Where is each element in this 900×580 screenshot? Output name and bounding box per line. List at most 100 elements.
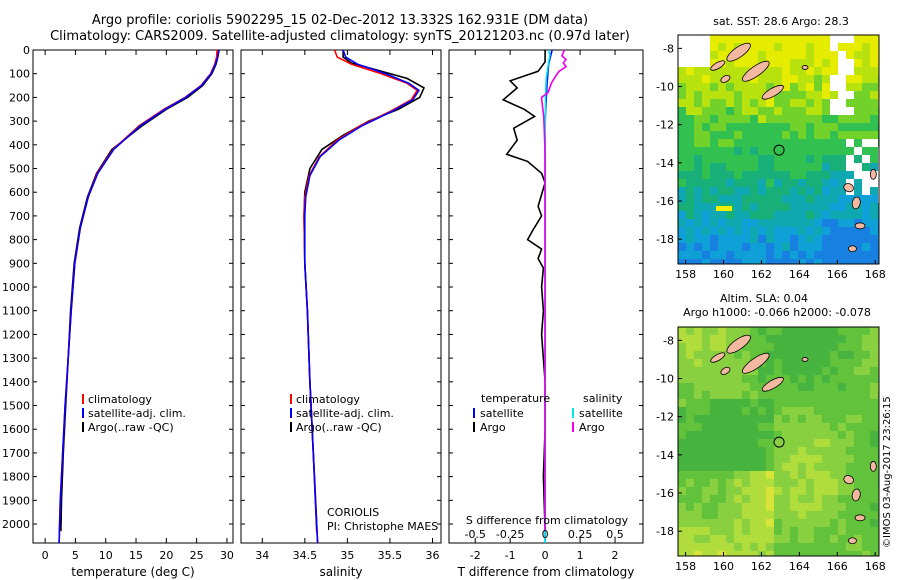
sla-cell xyxy=(742,551,751,556)
sst-cell xyxy=(822,195,831,204)
sst-cell xyxy=(838,99,847,108)
sst-cell xyxy=(718,211,727,220)
sla-cell xyxy=(774,495,783,504)
sla-cell xyxy=(790,415,799,424)
sla-cell xyxy=(814,479,823,488)
sla-cell xyxy=(694,399,703,408)
sla-cell xyxy=(678,535,687,544)
sla-cell xyxy=(766,343,775,352)
sst-cell xyxy=(846,107,855,116)
sst-cell xyxy=(718,219,727,228)
sst-cell xyxy=(822,35,831,44)
sst-cell xyxy=(734,123,743,132)
sst-cell xyxy=(734,107,743,116)
sla-cell xyxy=(798,351,807,360)
sst-island xyxy=(851,196,861,210)
sla-cell xyxy=(702,359,711,368)
imos-credit: ©IMOS 03-Aug-2017 23:26:15 xyxy=(882,396,893,548)
sla-cell xyxy=(862,519,871,528)
sst-cell xyxy=(718,51,727,60)
sst-cell xyxy=(758,219,767,228)
sla-cell xyxy=(790,495,799,504)
sla-cell xyxy=(790,439,799,448)
sla-cell xyxy=(790,487,799,496)
sst-cell xyxy=(686,35,695,44)
sla-cell xyxy=(774,351,783,360)
sst-cell xyxy=(806,211,815,220)
sla-cell xyxy=(790,399,799,408)
sla-cell xyxy=(822,519,831,528)
sst-cell xyxy=(678,163,687,172)
sst-cell xyxy=(822,163,831,172)
sla-cell xyxy=(790,535,799,544)
sla-cell xyxy=(766,479,775,488)
sla-cell xyxy=(830,455,839,464)
sst-cell xyxy=(870,227,879,236)
sla-cell xyxy=(774,463,783,472)
sla-cell xyxy=(822,359,831,368)
sla-cell xyxy=(694,527,703,536)
sst-cell xyxy=(766,211,775,220)
sdiff-tick-label: 0.25 xyxy=(568,528,593,541)
sst-cell xyxy=(702,131,711,140)
sst-cell xyxy=(758,155,767,164)
sst-cell xyxy=(806,155,815,164)
sla-cell xyxy=(710,399,719,408)
sla-cell xyxy=(694,551,703,556)
sst-cell xyxy=(862,147,871,156)
sst-cell xyxy=(766,219,775,228)
sla-cell xyxy=(742,447,751,456)
sst-cell xyxy=(798,139,807,148)
sst-cell xyxy=(710,43,719,52)
sla-cell xyxy=(702,407,711,416)
sst-cell xyxy=(766,179,775,188)
sla-cell xyxy=(774,415,783,424)
sst-cell xyxy=(782,83,791,92)
sst-cell xyxy=(822,251,831,260)
sdiff-tick-label: 0 xyxy=(542,528,549,541)
sla-cell xyxy=(766,351,775,360)
sst-cell xyxy=(702,203,711,212)
sst-cell xyxy=(806,59,815,68)
sst-cell xyxy=(702,243,711,252)
sst-cell xyxy=(862,131,871,140)
sst-cell xyxy=(814,219,823,228)
sla-cell xyxy=(830,511,839,520)
sla-cell xyxy=(774,503,783,512)
sst-cell xyxy=(758,203,767,212)
sst-cell xyxy=(830,187,839,196)
sst-cell xyxy=(806,251,815,260)
sla-cell xyxy=(742,415,751,424)
sst-cell xyxy=(758,131,767,140)
sla-cell xyxy=(862,439,871,448)
sla-cell xyxy=(830,535,839,544)
sst-cell xyxy=(798,203,807,212)
sla-cell xyxy=(710,511,719,520)
sla-cell xyxy=(710,351,719,360)
sst-cell xyxy=(678,123,687,132)
sst-cell xyxy=(846,83,855,92)
sst-cell xyxy=(750,227,759,236)
sst-cell xyxy=(678,195,687,204)
sst-cell xyxy=(694,51,703,60)
sst-cell xyxy=(814,75,823,84)
sst-cell xyxy=(854,179,863,188)
sst-cell xyxy=(726,99,735,108)
sla-map-subtitle: Argo h1000: -0.066 h2000: -0.078 xyxy=(683,306,871,319)
sst-cell xyxy=(710,259,719,264)
sst-cell xyxy=(854,163,863,172)
sla-cell xyxy=(750,343,759,352)
sla-cell xyxy=(854,463,863,472)
sla-cell xyxy=(702,471,711,480)
sla-cell xyxy=(814,343,823,352)
sla-cell xyxy=(870,351,879,360)
sst-cell xyxy=(862,107,871,116)
sla-cell xyxy=(766,335,775,344)
sst-cell xyxy=(726,123,735,132)
sst-cell xyxy=(862,123,871,132)
sst-cell xyxy=(790,59,799,68)
sla-cell xyxy=(854,423,863,432)
sla-cell xyxy=(774,327,783,336)
sst-cell xyxy=(798,187,807,196)
